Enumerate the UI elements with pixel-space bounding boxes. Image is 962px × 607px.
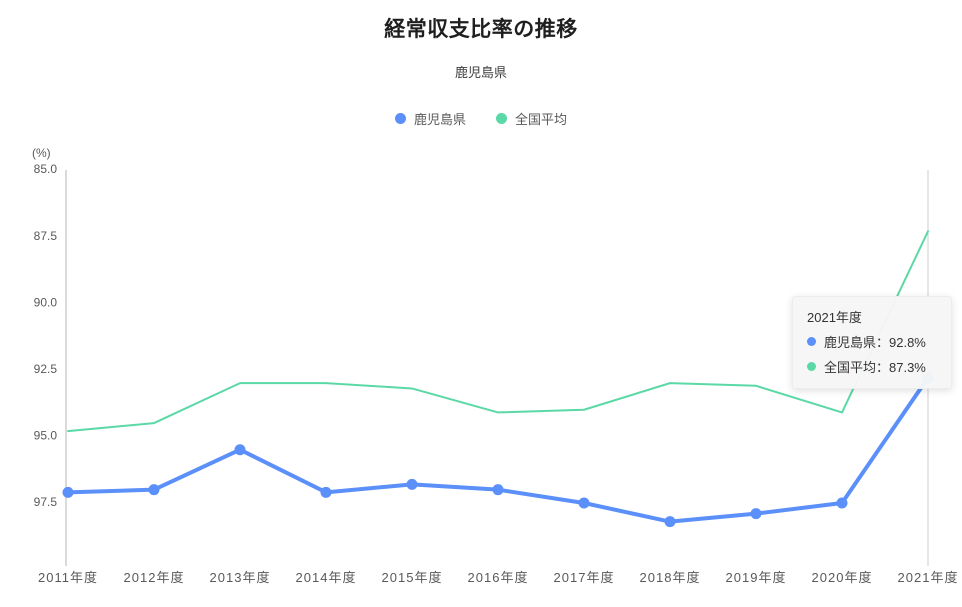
legend-item-national[interactable]: 全国平均 xyxy=(496,109,567,128)
x-tick-label: 2019年度 xyxy=(726,570,787,585)
x-tick-label: 2020年度 xyxy=(812,570,873,585)
x-tick-label: 2021年度 xyxy=(898,570,959,585)
series-point[interactable] xyxy=(62,486,74,498)
legend-item-kagoshima[interactable]: 鹿児島県 xyxy=(394,109,466,128)
tooltip-marker-icon xyxy=(807,362,816,371)
x-tick-label: 2013年度 xyxy=(210,570,271,585)
y-tick-label: 90.0 xyxy=(34,295,58,309)
x-tick-label: 2012年度 xyxy=(124,570,185,585)
tooltip-row: 全国平均：87.3% xyxy=(807,357,937,376)
series-point[interactable] xyxy=(664,516,676,528)
y-axis-unit-label: (%) xyxy=(32,146,51,160)
tooltip-title: 2021年度 xyxy=(807,310,862,325)
series-point[interactable] xyxy=(750,508,762,520)
y-tick-label: 97.5 xyxy=(34,495,58,509)
legend: 鹿児島県 全国平均 xyxy=(0,109,962,128)
series-point[interactable] xyxy=(406,478,418,490)
tooltip-item-text: 全国平均：87.3% xyxy=(824,360,926,375)
legend-item-label: 全国平均 xyxy=(515,112,568,127)
series-point[interactable] xyxy=(492,484,504,496)
legend-marker-icon xyxy=(496,113,507,124)
series-point[interactable] xyxy=(578,497,590,509)
y-tick-label: 87.5 xyxy=(34,229,58,243)
tooltip-marker-icon xyxy=(807,337,816,346)
chart-subtitle: 鹿児島県 xyxy=(454,65,507,80)
tooltip: 2021年度 鹿児島県：92.8% 全国平均：87.3% xyxy=(792,296,952,389)
tooltip-items: 鹿児島県：92.8% 全国平均：87.3% xyxy=(807,332,937,376)
y-tick-label: 92.5 xyxy=(34,362,58,376)
legend-marker-icon xyxy=(394,113,406,124)
series-point[interactable] xyxy=(234,444,246,456)
series-point[interactable] xyxy=(836,497,848,509)
series-point[interactable] xyxy=(148,484,160,496)
tooltip-item-text: 鹿児島県：92.8% xyxy=(824,335,926,350)
x-tick-label: 2011年度 xyxy=(38,570,98,585)
legend-item-label: 鹿児島県 xyxy=(413,112,466,127)
x-tick-label: 2015年度 xyxy=(382,570,443,585)
series-line-national[interactable] xyxy=(67,230,929,433)
chart-title: 経常収支比率の推移 xyxy=(384,18,578,41)
tooltip-row: 鹿児島県：92.8% xyxy=(807,332,937,351)
x-tick-label: 2017年度 xyxy=(554,570,615,585)
x-tick-label: 2016年度 xyxy=(468,570,529,585)
series-point[interactable] xyxy=(320,486,332,498)
y-tick-label: 85.0 xyxy=(34,162,58,176)
x-tick-label: 2014年度 xyxy=(296,570,357,585)
y-tick-label: 95.0 xyxy=(34,429,58,443)
x-tick-label: 2018年度 xyxy=(640,570,701,585)
